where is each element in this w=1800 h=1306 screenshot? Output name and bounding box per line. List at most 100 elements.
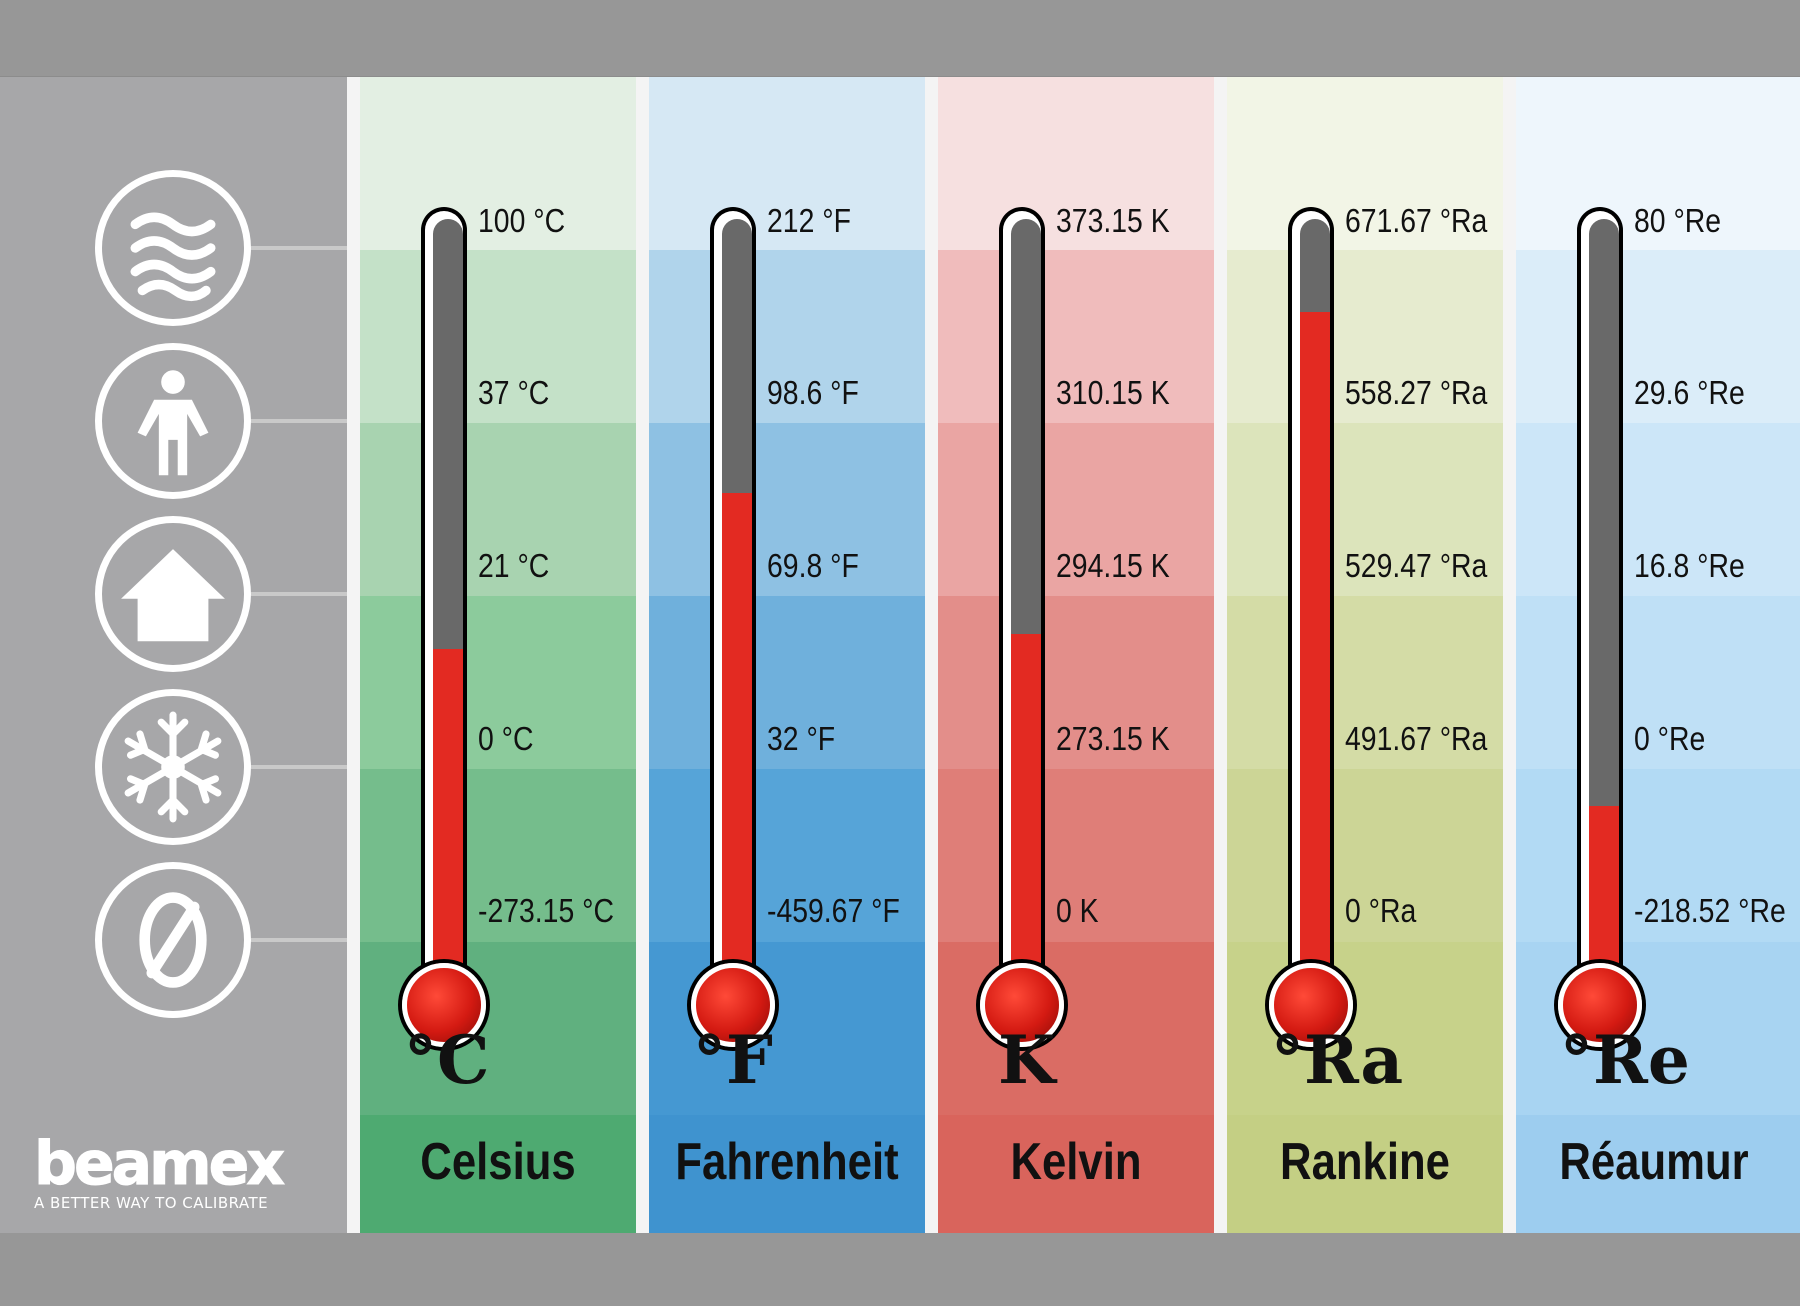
tick-label: 69.8 °F [767,547,859,584]
mercury-level [1300,312,1330,1003]
color-band [1227,942,1503,1115]
color-band [1227,423,1503,596]
scale-name: Rankine [1280,1133,1450,1191]
color-band [1516,596,1800,769]
scale-name: Réaumur [1559,1133,1749,1191]
thermometer-tube [1577,207,1623,1007]
tick-label: -273.15 °C [478,892,614,929]
tick-label: 0 °Re [1634,720,1706,757]
color-band [649,423,925,596]
scale-column-kelvin: 373.15 K 310.15 K 294.15 K 273.15 K 0 K K Kelv… [938,77,1214,1233]
tick-label: 32 °F [767,720,836,757]
color-band [1227,1115,1503,1233]
color-band [649,596,925,769]
color-band [938,250,1214,423]
color-band [1516,423,1800,596]
color-band [360,942,636,1115]
color-band [1516,1115,1800,1233]
scale-symbol: °Ra [1271,1021,1404,1099]
color-band [649,1115,925,1233]
tick-label: 0 K [1056,892,1099,929]
scale-name: Celsius [420,1133,576,1191]
tick-label: 212 °F [767,202,851,239]
bottom-bar [0,1233,1800,1306]
tick-label: 671.67 °Ra [1345,202,1488,239]
tick-label: -218.52 °Re [1634,892,1786,929]
color-band [1227,769,1503,942]
tick-label: 491.67 °Ra [1345,720,1488,757]
tick-label: 373.15 K [1056,202,1170,239]
color-band [938,77,1214,250]
steam-icon [95,170,251,326]
brand-tagline: A BETTER WAY TO CALIBRATE [34,1194,269,1212]
scale-column-rankine: 671.67 °Ra 558.27 °Ra 529.47 °Ra 491.67 °Ra… [1227,77,1503,1233]
thermometer-tube [421,207,467,1007]
connector-line [251,938,347,942]
tick-label: 0 °Ra [1345,892,1417,929]
snowflake-icon [95,689,251,845]
brand-logo: beamex A BETTER WAY TO CALIBRATE [34,1134,314,1213]
color-band [649,769,925,942]
color-band [1227,596,1503,769]
scale-column-fahrenheit: 212 °F 98.6 °F 69.8 °F 32 °F -459.67 °F °F Fah… [649,77,925,1233]
thermometer-tube [1288,207,1334,1007]
scale-name: Fahrenheit [675,1133,899,1191]
tick-label: 16.8 °Re [1634,547,1745,584]
color-band [1516,942,1800,1115]
thermometer-bulb [980,963,1064,1047]
scale-symbol: °Re [1560,1021,1690,1099]
mercury-level [433,649,463,1003]
color-band [938,1115,1214,1233]
scale-symbol: °C [404,1021,490,1099]
color-band [1227,250,1503,423]
thermometer-tube [999,207,1045,1007]
top-bar [0,0,1800,77]
color-band [360,423,636,596]
tick-label: 0 °C [478,720,534,757]
scale-symbol: K [998,1021,1056,1099]
connector-line [251,246,347,250]
mercury-level [722,493,752,1003]
tick-label: 29.6 °Re [1634,374,1745,411]
tick-label: -459.67 °F [767,892,900,929]
scale-symbol: °F [693,1021,773,1099]
color-band [360,250,636,423]
tick-label: 21 °C [478,547,550,584]
thermometer-bulb [402,963,486,1047]
color-band [360,596,636,769]
color-band [1516,250,1800,423]
scale-name: Kelvin [1010,1133,1142,1191]
color-band [1516,77,1800,250]
mercury-level [1011,634,1041,1003]
connector-line [251,592,347,596]
zero-icon [95,862,251,1018]
tick-label: 529.47 °Ra [1345,547,1488,584]
thermometer-bulb [691,963,775,1047]
color-band [649,77,925,250]
color-band [360,77,636,250]
thermometer-bulb [1558,963,1642,1047]
color-band [360,769,636,942]
color-band [649,250,925,423]
connector-line [251,765,347,769]
color-band [1516,769,1800,942]
color-band [649,942,925,1115]
house-icon [95,516,251,672]
color-band [938,942,1214,1115]
connector-line [251,419,347,423]
tick-label: 98.6 °F [767,374,859,411]
color-band [360,1115,636,1233]
color-band [938,596,1214,769]
color-band [938,769,1214,942]
tick-label: 558.27 °Ra [1345,374,1488,411]
tick-label: 80 °Re [1634,202,1722,239]
tick-label: 294.15 K [1056,547,1170,584]
tick-label: 273.15 K [1056,720,1170,757]
person-icon [95,343,251,499]
thermometer-bulb [1269,963,1353,1047]
tick-label: 37 °C [478,374,550,411]
thermometer-tube [710,207,756,1007]
tick-label: 310.15 K [1056,374,1170,411]
scale-column-celsius: 100 °C 37 °C 21 °C 0 °C -273.15 °C °C Celsius [360,77,636,1233]
color-band [938,423,1214,596]
